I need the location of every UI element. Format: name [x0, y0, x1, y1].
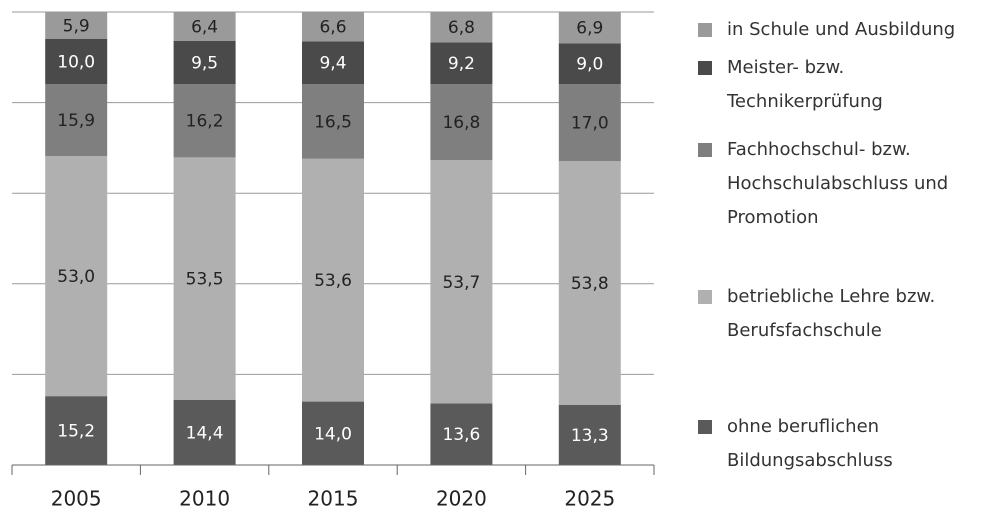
bar-segment [302, 401, 364, 465]
bar-segment [45, 38, 108, 85]
legend-item: ohne beruflichen Bildungsabschluss [698, 410, 998, 478]
legend-item: Fachhochschul- bzw. Hochschulabschluss u… [698, 133, 998, 235]
value-label: 13,3 [571, 426, 609, 446]
x-tick-label: 2010 [179, 487, 230, 511]
x-tick-label: 2025 [564, 487, 615, 511]
value-label: 53,7 [442, 273, 480, 293]
bar-segment [558, 161, 621, 405]
bar-segment [430, 42, 493, 85]
value-label: 5,9 [63, 16, 90, 36]
value-label: 15,9 [57, 111, 95, 131]
bar-segment [558, 12, 621, 44]
value-label: 6,6 [319, 17, 346, 37]
value-label: 6,8 [448, 18, 475, 38]
bar-segment [45, 12, 108, 39]
bar-segment [430, 160, 493, 404]
legend-label: in Schule und Ausbildung [727, 19, 956, 40]
x-tick-label: 2020 [436, 487, 487, 511]
value-label: 16,2 [186, 112, 224, 132]
bar-segment [558, 404, 621, 465]
legend-label: Fachhochschul- bzw. Hochschulabschluss u… [727, 139, 949, 228]
bar-segment [430, 84, 493, 161]
bar-segment [302, 41, 364, 85]
value-label: 9,2 [448, 54, 475, 74]
legend-item: Meister- bzw. Technikerprüfung [698, 51, 998, 119]
bar-segment [173, 399, 236, 465]
value-label: 9,0 [576, 55, 603, 75]
legend-label: Meister- bzw. Technikerprüfung [727, 57, 883, 112]
bar-segment [173, 84, 236, 158]
bar-segment [430, 11, 493, 43]
bar-segment [173, 157, 236, 400]
legend-label: ohne beruflichen Bildungsabschluss [727, 416, 893, 471]
value-label: 17,0 [571, 114, 609, 134]
value-label: 6,9 [576, 19, 603, 39]
value-label: 14,0 [314, 424, 352, 444]
value-label: 9,4 [319, 54, 346, 74]
bar-segment [430, 403, 493, 465]
value-label: 53,6 [314, 271, 352, 291]
bar-segment [45, 84, 108, 157]
value-label: 6,4 [191, 17, 218, 37]
x-tick-label: 2015 [308, 487, 359, 511]
value-label: 9,5 [191, 54, 218, 74]
bar-segment [302, 11, 364, 42]
legend-swatch [698, 290, 712, 304]
value-label: 16,8 [442, 113, 480, 133]
legend-label: betriebliche Lehre bzw. Berufsfachschule [727, 286, 936, 341]
legend-swatch [698, 143, 712, 157]
bar-segment [45, 156, 108, 397]
legend-swatch [698, 23, 712, 37]
value-label: 13,6 [442, 425, 480, 445]
value-label: 10,0 [57, 52, 95, 72]
value-label: 53,5 [186, 270, 224, 290]
legend-item: in Schule und Ausbildung [698, 13, 998, 47]
bar-segment [558, 43, 621, 85]
value-label: 14,4 [186, 423, 224, 443]
legend-swatch [698, 61, 712, 75]
bar-segment [302, 84, 364, 159]
legend-item: betriebliche Lehre bzw. Berufsfachschule [698, 280, 998, 348]
value-label: 53,0 [57, 267, 95, 287]
value-label: 53,8 [571, 274, 609, 294]
bar-segment [558, 84, 621, 162]
bar-segment [173, 40, 236, 85]
bar-segment [173, 12, 236, 41]
bar-segment [45, 396, 108, 465]
bar-segment [302, 158, 364, 402]
value-label: 16,5 [314, 112, 352, 132]
legend-swatch [698, 420, 712, 434]
x-tick-label: 2005 [51, 487, 102, 511]
value-label: 15,2 [57, 422, 95, 442]
